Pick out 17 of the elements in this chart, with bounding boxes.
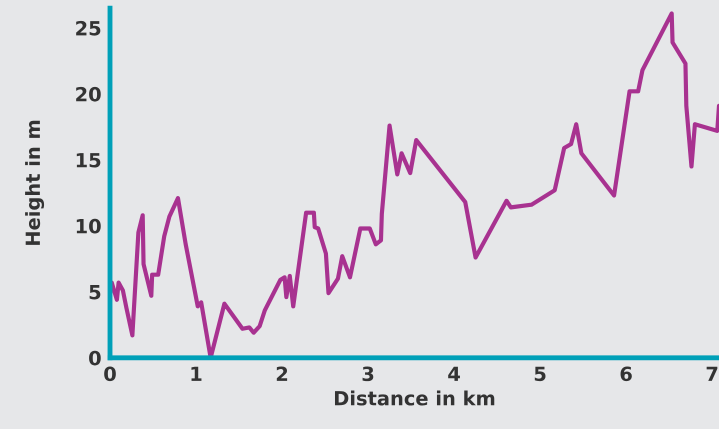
x-tick-label: 6: [620, 366, 632, 382]
y-tick-label: 25: [76, 20, 100, 36]
y-tick-label: 20: [76, 86, 101, 102]
y-tick-label: 15: [76, 153, 100, 168]
x-tick-label: 5: [534, 366, 546, 382]
x-tick-label: 2: [276, 366, 288, 381]
x-tick-label: 7: [706, 366, 718, 381]
line-series: [110, 11, 719, 358]
y-tick-label: 0: [89, 350, 101, 366]
y-axis-title: Height in m: [25, 120, 44, 245]
x-tick-label: 1: [191, 366, 202, 381]
y-tick-label: 10: [76, 218, 101, 234]
x-tick-label: 3: [362, 366, 374, 382]
x-tick-label: 4: [448, 366, 460, 381]
x-tick-label: 0: [104, 366, 116, 382]
y-tick-label: 5: [90, 285, 100, 300]
x-axis-title: Distance in km: [334, 390, 494, 406]
